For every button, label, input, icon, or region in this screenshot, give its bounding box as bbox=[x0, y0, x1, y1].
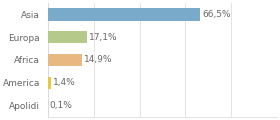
Bar bbox=[48, 77, 51, 89]
Text: 14,9%: 14,9% bbox=[84, 55, 112, 64]
Bar bbox=[48, 31, 87, 43]
Text: 17,1%: 17,1% bbox=[89, 33, 118, 42]
Bar bbox=[48, 8, 200, 21]
Text: 0,1%: 0,1% bbox=[50, 101, 73, 110]
Text: 1,4%: 1,4% bbox=[53, 78, 76, 87]
Text: 66,5%: 66,5% bbox=[202, 10, 231, 19]
Bar bbox=[48, 54, 82, 66]
